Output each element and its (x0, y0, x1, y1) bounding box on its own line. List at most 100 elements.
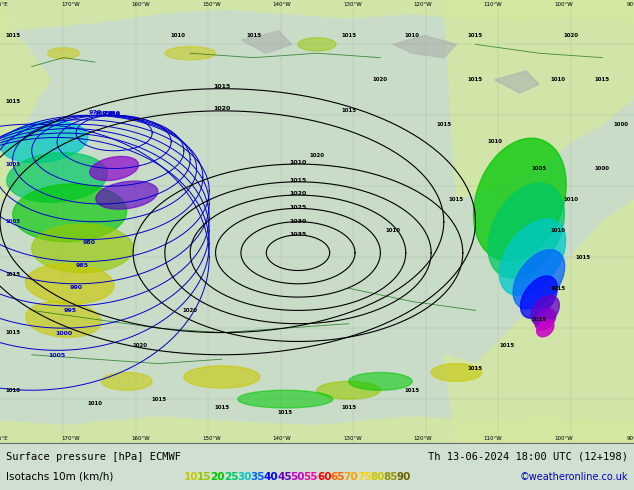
Text: 60: 60 (317, 471, 332, 482)
Text: 150°W: 150°W (202, 2, 221, 7)
Text: 1010: 1010 (5, 388, 20, 393)
Text: 1000: 1000 (595, 166, 610, 171)
Text: 1020: 1020 (132, 343, 147, 348)
Text: 1035: 1035 (289, 232, 307, 237)
Text: 160°W: 160°W (131, 2, 150, 7)
Ellipse shape (317, 381, 380, 399)
Text: 1020: 1020 (289, 192, 307, 196)
Text: 90°W: 90°W (626, 2, 634, 7)
Text: 950: 950 (101, 111, 114, 116)
Ellipse shape (101, 372, 152, 390)
Text: 1020: 1020 (213, 106, 231, 111)
Ellipse shape (48, 48, 79, 59)
Text: Isotachs 10m (km/h): Isotachs 10m (km/h) (6, 471, 117, 482)
Text: 1010: 1010 (170, 33, 185, 38)
Text: 1025: 1025 (289, 205, 307, 210)
Ellipse shape (298, 38, 336, 51)
Polygon shape (0, 0, 634, 31)
Polygon shape (444, 199, 634, 443)
Text: 1015: 1015 (468, 366, 483, 370)
Text: 1000: 1000 (614, 122, 629, 127)
Text: 1000: 1000 (55, 331, 72, 336)
Text: 1015: 1015 (341, 405, 356, 411)
Text: 120°W: 120°W (413, 2, 432, 7)
Text: 20: 20 (210, 471, 225, 482)
Text: 50: 50 (290, 471, 305, 482)
Ellipse shape (1, 121, 88, 163)
Text: 936: 936 (108, 112, 120, 117)
Polygon shape (444, 0, 634, 199)
Text: 1015: 1015 (500, 343, 515, 348)
Text: 1020: 1020 (373, 77, 388, 82)
Ellipse shape (7, 152, 107, 202)
Text: 1015: 1015 (550, 286, 566, 291)
Text: 170°W: 170°W (61, 436, 80, 441)
Text: 35: 35 (250, 471, 265, 482)
Text: 90: 90 (397, 471, 411, 482)
Text: 1010: 1010 (385, 228, 401, 233)
Text: 10: 10 (184, 471, 198, 482)
Text: 940: 940 (108, 111, 120, 117)
Text: 120°W: 120°W (413, 436, 432, 441)
Text: 1020: 1020 (563, 33, 578, 38)
Text: 75: 75 (357, 471, 372, 482)
Text: 1015: 1015 (5, 99, 20, 104)
Text: 1015: 1015 (531, 317, 547, 322)
Text: 85: 85 (384, 471, 398, 482)
Text: 1015: 1015 (341, 108, 356, 113)
Ellipse shape (89, 156, 139, 181)
Text: 1010: 1010 (87, 401, 103, 406)
Text: 985: 985 (76, 263, 89, 268)
Ellipse shape (165, 47, 216, 60)
Text: 100°W: 100°W (554, 2, 573, 7)
Ellipse shape (513, 250, 565, 309)
Ellipse shape (26, 301, 101, 337)
Text: 1015: 1015 (449, 197, 464, 202)
Text: 960: 960 (95, 111, 108, 116)
Text: 1010: 1010 (550, 228, 566, 233)
Text: 30: 30 (237, 471, 252, 482)
Ellipse shape (13, 184, 127, 242)
Text: 1010: 1010 (487, 139, 502, 145)
Polygon shape (0, 0, 51, 199)
Text: 1015: 1015 (213, 83, 231, 89)
Polygon shape (393, 35, 456, 58)
Text: 1015: 1015 (341, 33, 356, 38)
Text: 65: 65 (330, 471, 345, 482)
Text: 15: 15 (197, 471, 212, 482)
Text: 80: 80 (370, 471, 385, 482)
Text: 1015: 1015 (468, 33, 483, 38)
Text: 140°W: 140°W (273, 2, 291, 7)
Ellipse shape (32, 224, 133, 273)
Text: 110°W: 110°W (484, 2, 503, 7)
Text: 1005: 1005 (531, 166, 547, 171)
Text: Th 13-06-2024 18:00 UTC (12+198): Th 13-06-2024 18:00 UTC (12+198) (428, 452, 628, 462)
Polygon shape (0, 417, 634, 443)
Ellipse shape (535, 309, 555, 330)
Text: 40: 40 (264, 471, 278, 482)
Text: 160°W: 160°W (131, 436, 150, 441)
Text: 90°W: 90°W (626, 436, 634, 441)
Text: 110°W: 110°W (484, 436, 503, 441)
Text: ©weatheronline.co.uk: ©weatheronline.co.uk (519, 471, 628, 482)
Ellipse shape (500, 219, 566, 295)
Text: 1015: 1015 (289, 178, 307, 183)
Text: 980: 980 (82, 240, 95, 245)
Text: 1010: 1010 (563, 197, 578, 202)
Text: 1020: 1020 (309, 153, 325, 158)
Ellipse shape (488, 183, 564, 278)
Ellipse shape (25, 264, 114, 304)
Text: 25: 25 (224, 471, 238, 482)
Ellipse shape (431, 364, 482, 381)
Text: 45: 45 (277, 471, 292, 482)
Text: 130°W: 130°W (343, 2, 361, 7)
Text: 1005: 1005 (48, 353, 66, 358)
Text: 70: 70 (344, 471, 358, 482)
Text: 970: 970 (89, 110, 101, 115)
Polygon shape (241, 31, 292, 53)
Ellipse shape (238, 390, 333, 408)
Text: 1010: 1010 (289, 160, 307, 165)
Text: 175°E: 175°E (0, 436, 8, 441)
Text: 1015: 1015 (595, 77, 610, 82)
Text: 140°W: 140°W (273, 436, 291, 441)
